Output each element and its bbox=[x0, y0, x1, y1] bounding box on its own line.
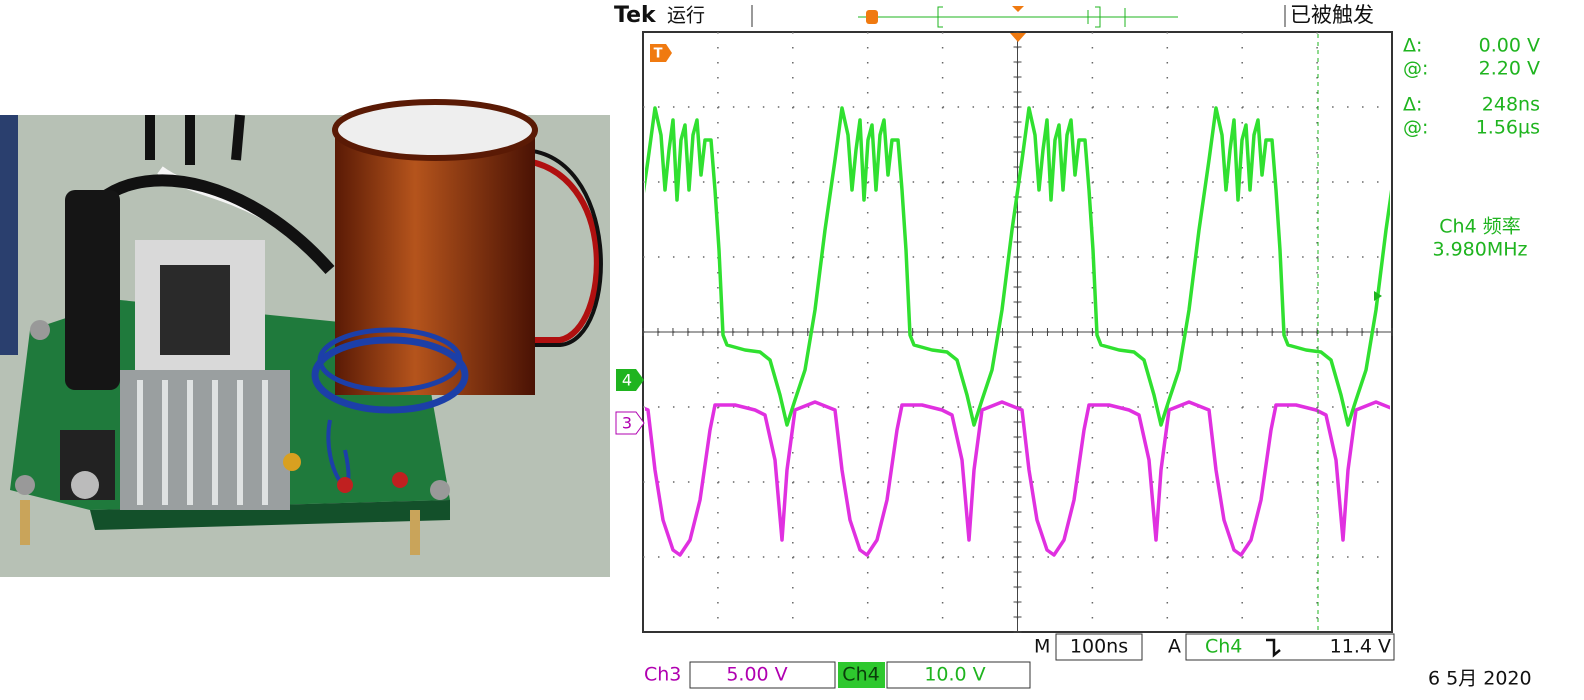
channel-box bbox=[886, 661, 1031, 689]
trigger-state: 已被触发 bbox=[1290, 3, 1374, 27]
trigger-source: Ch4 bbox=[1205, 636, 1242, 658]
trigger-box bbox=[1185, 633, 1395, 661]
photo bbox=[0, 99, 610, 577]
timebase-value: 100ns bbox=[1070, 636, 1128, 658]
channel-name: Ch3 bbox=[644, 664, 681, 686]
cursor-label: Δ: bbox=[1403, 35, 1422, 57]
ch4-marker-label: 4 bbox=[622, 371, 632, 390]
slope-icon bbox=[1266, 638, 1281, 658]
brand: Tek bbox=[614, 3, 657, 28]
cursor-value: 1.56µs bbox=[1476, 117, 1540, 139]
trigger-label: A bbox=[1168, 636, 1181, 658]
channel-name: Ch4 bbox=[842, 664, 879, 686]
cursor-label: Δ: bbox=[1403, 94, 1422, 116]
trigger-position-bar bbox=[858, 6, 1178, 28]
channel-box bbox=[689, 661, 836, 689]
ch3-marker bbox=[615, 411, 645, 435]
cursor-value: 2.20 V bbox=[1479, 58, 1540, 80]
channel-badge bbox=[838, 662, 885, 688]
trigger-marker-label: T bbox=[654, 47, 663, 62]
ch3-marker-label: 3 bbox=[622, 414, 632, 433]
timebase-label: M bbox=[1034, 636, 1050, 658]
ch4-trace bbox=[645, 106, 1390, 427]
trigger-level: 11.4 V bbox=[1330, 636, 1391, 658]
trigger-marker-top bbox=[1010, 33, 1026, 42]
trigger-marker bbox=[650, 44, 672, 62]
timebase-box bbox=[1055, 633, 1143, 661]
ch4-marker bbox=[616, 369, 644, 391]
date: 6 5月 2020 bbox=[1428, 668, 1532, 690]
channel-scale: 10.0 V bbox=[924, 664, 985, 686]
cursor-label: @: bbox=[1403, 58, 1428, 80]
measurement-value: 3.980MHz bbox=[1432, 239, 1527, 261]
level-marker bbox=[1374, 291, 1382, 301]
channel-scale: 5.00 V bbox=[726, 664, 787, 686]
cursor-label: @: bbox=[1403, 117, 1428, 139]
ch3-trace bbox=[645, 400, 1390, 557]
run-status: 运行 bbox=[667, 5, 705, 27]
measurement-label: Ch4 频率 bbox=[1439, 216, 1520, 238]
cursor-value: 0.00 V bbox=[1479, 35, 1540, 57]
cursor-value: 248ns bbox=[1482, 94, 1540, 116]
